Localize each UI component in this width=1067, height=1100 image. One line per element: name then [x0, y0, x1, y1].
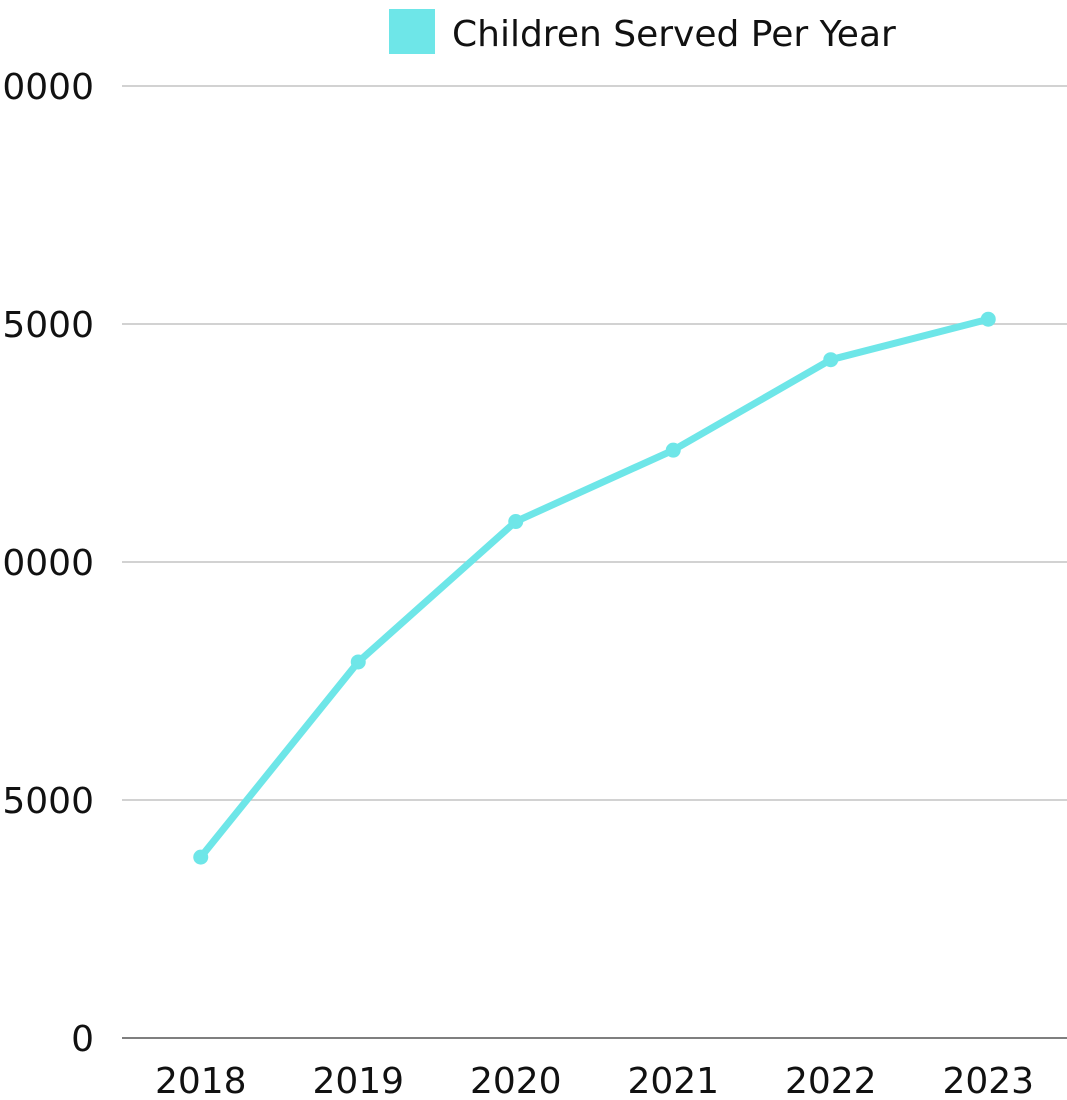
- x-tick-label: 2023: [942, 1061, 1034, 1100]
- x-tick-label: 2022: [785, 1061, 877, 1100]
- legend: Children Served Per Year: [389, 9, 896, 55]
- x-tick-label: 2021: [627, 1061, 719, 1100]
- x-tick-label: 2019: [312, 1061, 404, 1100]
- data-point: [193, 849, 209, 865]
- series-line: [197, 315, 992, 861]
- data-point: [823, 352, 839, 368]
- x-tick-label: 2020: [470, 1061, 562, 1100]
- y-tick-label: 0: [71, 1019, 94, 1060]
- x-axis-labels: 2018 2019 2020 2021 2022 2023: [155, 1061, 1034, 1100]
- y-tick-label: 15000: [0, 305, 94, 346]
- y-tick-label: 20000: [0, 67, 94, 108]
- gridlines: [122, 85, 1067, 1039]
- data-point: [980, 311, 996, 327]
- y-axis-labels: 0 5000 10000 15000 20000: [0, 67, 94, 1060]
- data-point: [665, 442, 681, 458]
- y-tick-label: 5000: [2, 781, 94, 822]
- legend-label: Children Served Per Year: [452, 14, 896, 55]
- y-tick-label: 10000: [0, 543, 94, 584]
- legend-swatch: [389, 9, 435, 54]
- x-tick-label: 2018: [155, 1061, 247, 1100]
- series-layer: [193, 311, 996, 865]
- data-point: [508, 514, 524, 530]
- data-point: [350, 654, 366, 670]
